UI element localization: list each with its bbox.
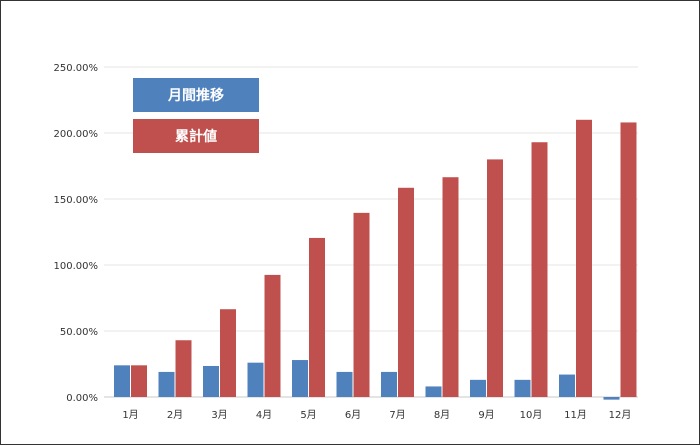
- bar-cumulative-6: [353, 212, 370, 397]
- bar-cumulative-10: [531, 142, 548, 397]
- bar-monthly-4: [247, 362, 264, 397]
- x-tick-label: 3月: [211, 409, 227, 421]
- bar-monthly-3: [203, 365, 219, 397]
- x-tick-label: 8月: [434, 409, 450, 421]
- bar-monthly-7: [381, 371, 397, 397]
- x-axis-ticks: 1月 2月 3月 4月 5月 6月 7月 8月 9月 10月 11月 12月: [122, 409, 631, 421]
- x-tick-label: 4月: [256, 409, 272, 421]
- x-tick-label: 1月: [122, 409, 138, 421]
- bar-cumulative-8: [442, 177, 459, 397]
- bar-cumulative-7: [398, 187, 414, 397]
- bar-monthly-12: [603, 397, 620, 400]
- bar-monthly-1: [114, 365, 130, 397]
- y-axis-ticks: 0.00% 50.00% 100.00% 150.00% 200.00% 250.00%: [54, 63, 99, 404]
- y-tick-label: 150.00%: [54, 195, 99, 206]
- legend-swatch-2: [133, 119, 259, 153]
- x-tick-label: 7月: [389, 409, 405, 421]
- x-tick-label: 11月: [564, 409, 587, 421]
- x-tick-label: 10月: [520, 409, 543, 421]
- bar-monthly-2: [158, 371, 175, 397]
- y-tick-label: 50.00%: [60, 327, 98, 338]
- bar-cumulative-12: [620, 122, 637, 397]
- bar-cumulative-2: [175, 340, 192, 397]
- bar-monthly-9: [470, 379, 486, 397]
- bar-monthly-8: [425, 386, 442, 397]
- legend-swatch-1: [133, 78, 259, 112]
- x-tick-label: 9月: [478, 409, 494, 421]
- y-tick-label: 250.00%: [54, 63, 99, 74]
- bar-monthly-10: [514, 379, 531, 397]
- x-tick-label: 6月: [345, 409, 361, 421]
- bar-monthly-5: [292, 360, 308, 397]
- bar-cumulative-5: [309, 237, 325, 397]
- bar-cumulative-1: [131, 365, 147, 397]
- bar-monthly-11: [559, 374, 575, 397]
- bar-cumulative-3: [220, 309, 236, 397]
- bars: [114, 119, 637, 400]
- x-tick-label: 12月: [609, 409, 632, 421]
- bar-monthly-6: [336, 371, 353, 397]
- bar-cumulative-11: [576, 119, 592, 398]
- y-tick-label: 100.00%: [54, 261, 99, 272]
- bar-cumulative-9: [487, 159, 503, 397]
- bar-cumulative-4: [264, 274, 281, 397]
- x-tick-label: 2月: [167, 409, 183, 421]
- legend-label-2: 累計値: [175, 128, 217, 145]
- legend-label-1: 月間推移: [167, 87, 224, 104]
- x-tick-label: 5月: [300, 409, 316, 421]
- y-tick-label: 200.00%: [54, 129, 99, 140]
- y-tick-label: 0.00%: [66, 393, 98, 404]
